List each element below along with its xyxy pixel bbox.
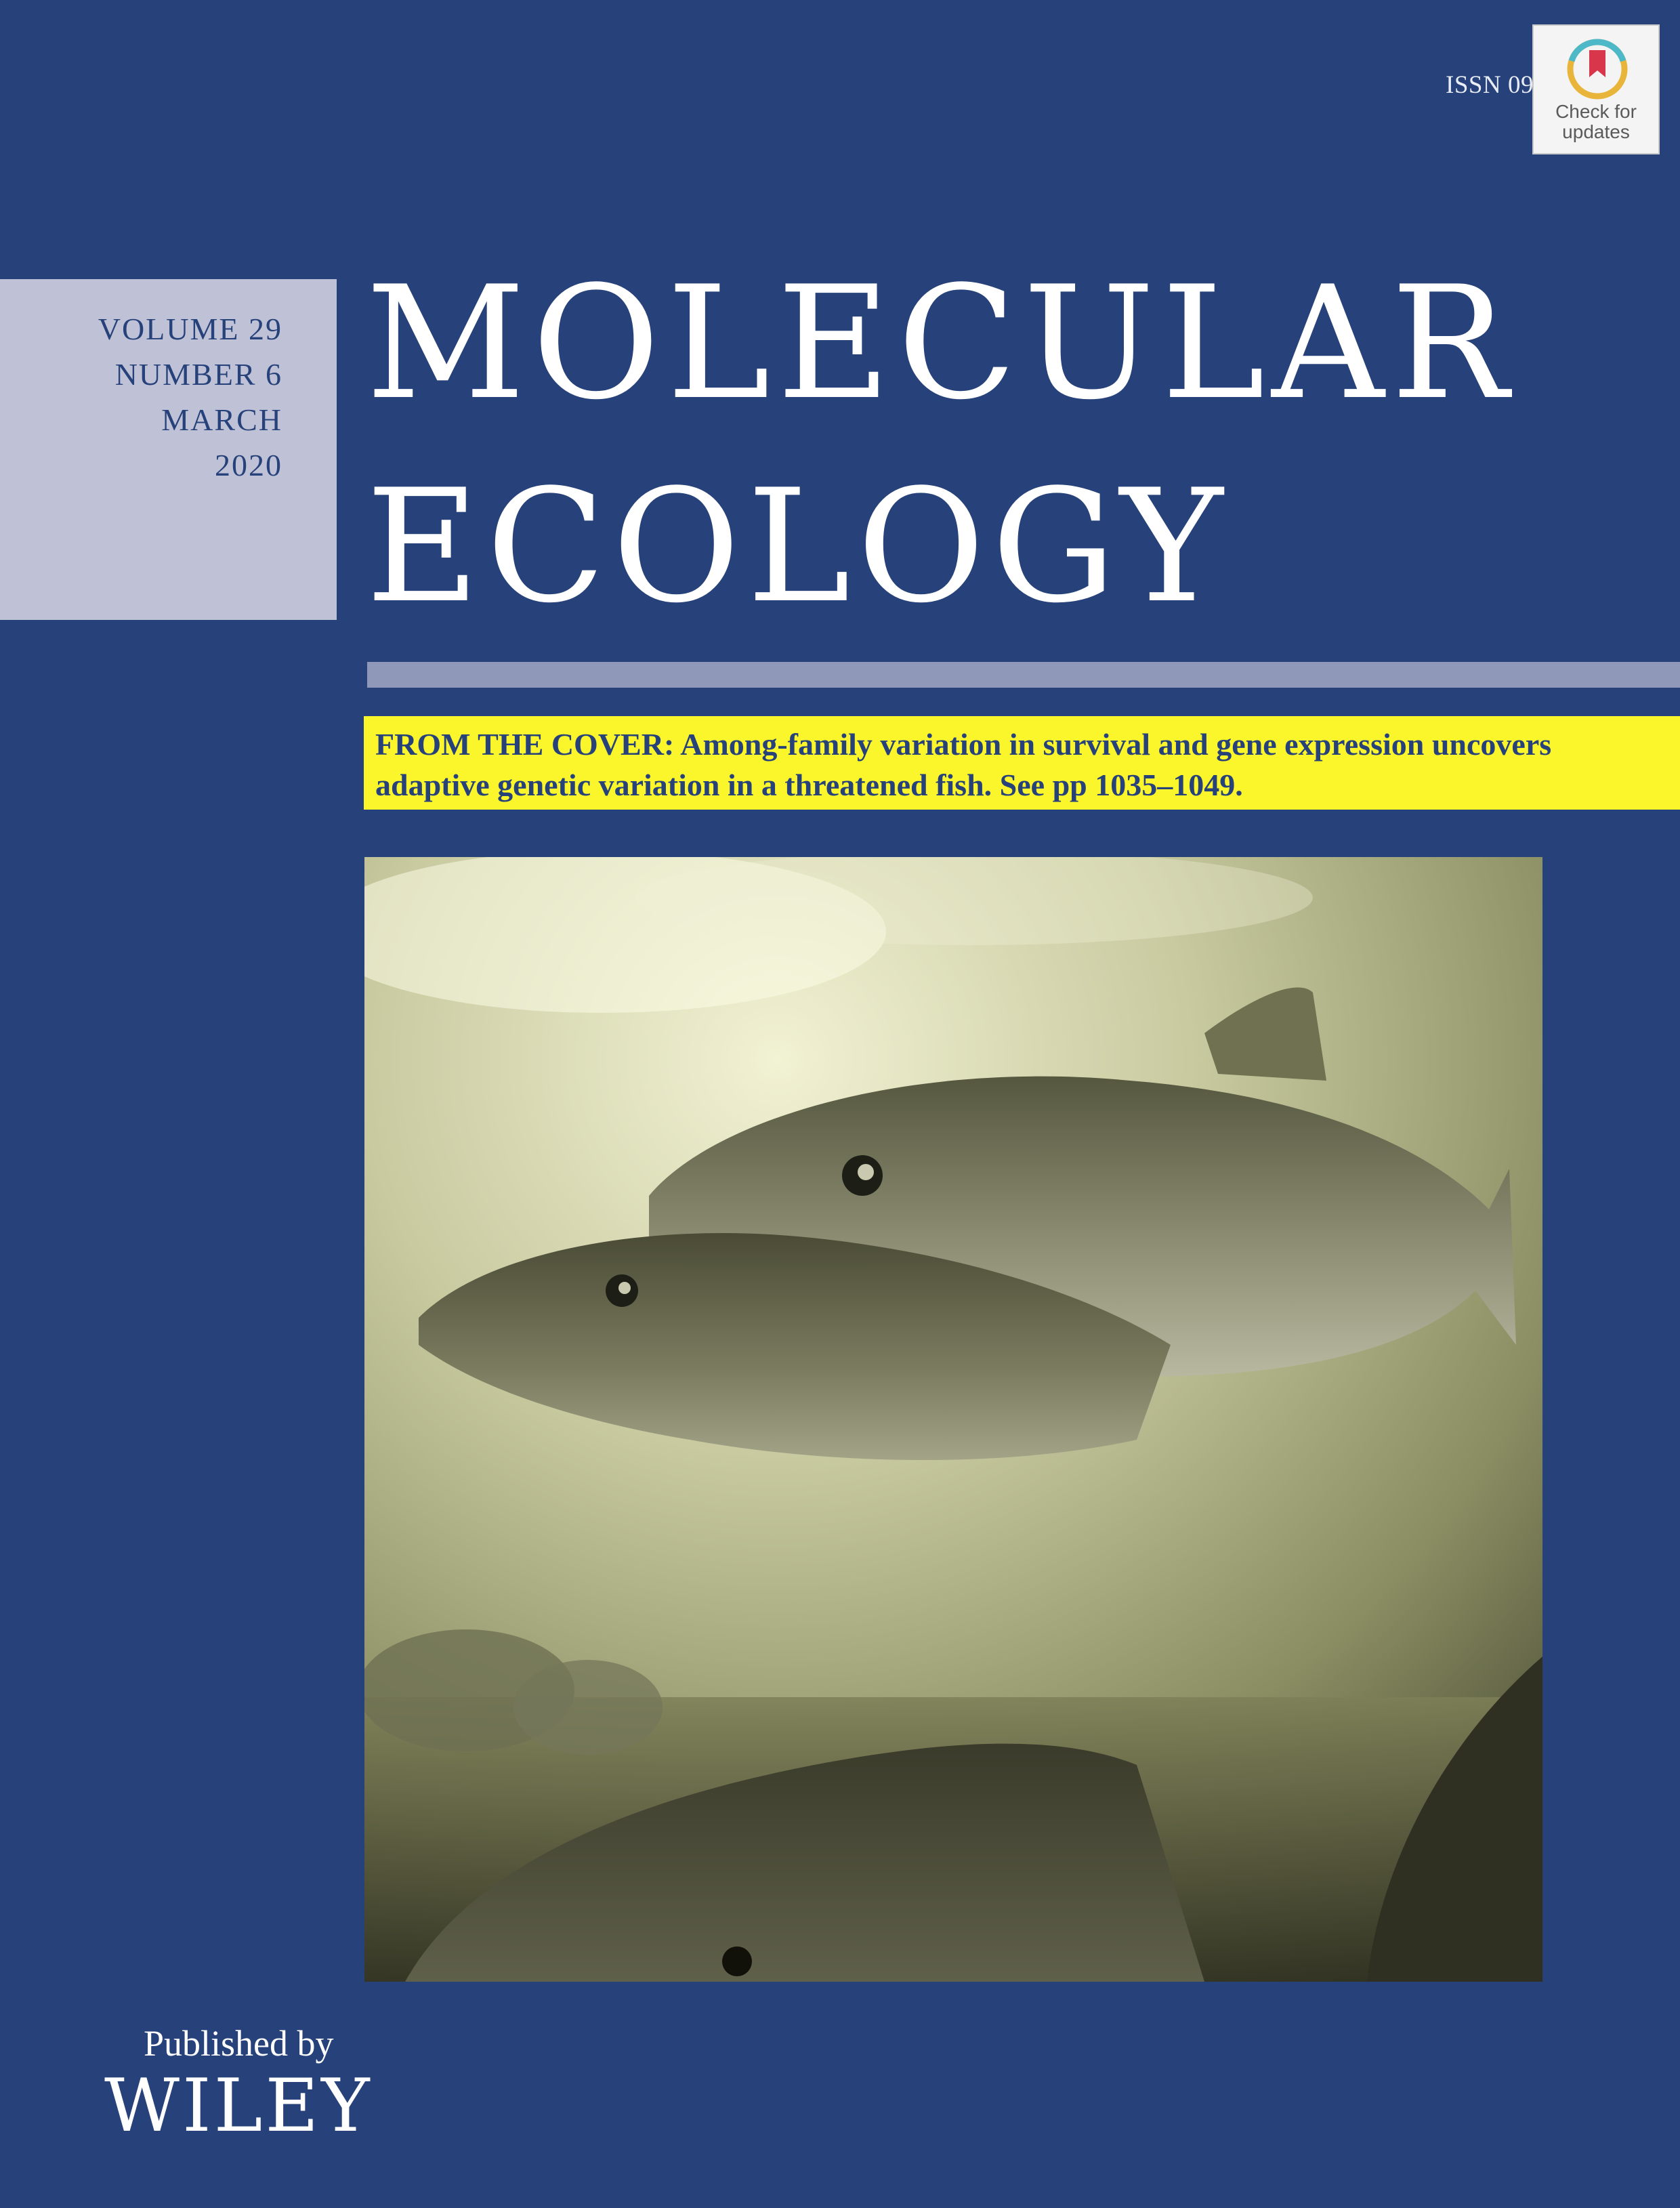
cover-story-label: FROM THE COVER: xyxy=(375,727,675,762)
journal-title-line-2: ECOLOGY xyxy=(366,457,1230,638)
salmon-underwater-photo xyxy=(364,857,1542,1982)
check-for-updates-badge[interactable]: Check for updates xyxy=(1532,24,1660,154)
issue-number: NUMBER 6 xyxy=(114,357,282,392)
volume-number: VOLUME 29 xyxy=(98,312,282,346)
issn-number: ISSN 09 xyxy=(1446,71,1534,99)
cover-story-text: Among-family variation in survival and g… xyxy=(375,727,1552,802)
title-divider xyxy=(367,662,1680,688)
journal-title: MOLECULAR ECOLOGY xyxy=(366,243,1515,649)
issue-year: 2020 xyxy=(215,448,282,482)
journal-title-line-1: MOLECULAR xyxy=(366,253,1515,434)
check-for-updates-label: Check for updates xyxy=(1555,101,1637,142)
published-by-label: Published by xyxy=(144,2023,334,2064)
issue-month: MARCH xyxy=(161,402,282,437)
cover-story-banner: FROM THE COVER: Among-family variation i… xyxy=(364,716,1680,810)
check-for-updates-icon xyxy=(1567,39,1628,100)
issue-info-box: VOLUME 29 NUMBER 6 MARCH 2020 xyxy=(0,279,337,620)
cover-photo xyxy=(364,857,1542,1982)
publisher-logo: WILEY xyxy=(104,2064,373,2148)
